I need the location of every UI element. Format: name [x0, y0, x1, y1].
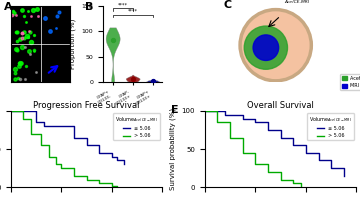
Text: Ace/CE-MRI: Ace/CE-MRI [285, 0, 310, 4]
Legend: ≤ 5.06, > 5.06: ≤ 5.06, > 5.06 [113, 113, 160, 140]
Text: C: C [224, 0, 232, 10]
Point [130, 77, 135, 81]
Title: Progression Free Survival: Progression Free Survival [33, 101, 140, 110]
Text: E: E [171, 105, 179, 115]
Text: B: B [85, 2, 94, 12]
Text: GFAPα/CD133/α-BTI/Hoechst: GFAPα/CD133/α-BTI/Hoechst [11, 0, 70, 1]
Point [150, 80, 156, 83]
Circle shape [253, 35, 279, 60]
Text: ****: **** [128, 9, 138, 14]
Legend: Acetate uptake Volume, MRI Contrast-enhancement Volume: Acetate uptake Volume, MRI Contrast-enha… [340, 74, 360, 90]
Text: ****: **** [118, 3, 128, 8]
Text: A: A [4, 2, 12, 12]
Ellipse shape [240, 10, 311, 81]
Y-axis label: Proportion (%): Proportion (%) [69, 19, 76, 69]
Circle shape [244, 26, 288, 69]
Title: Overall Survival: Overall Survival [247, 101, 314, 110]
Legend: ≤ 5.06, > 5.06: ≤ 5.06, > 5.06 [307, 113, 354, 140]
Point [110, 38, 116, 41]
Y-axis label: Survival probability (%): Survival probability (%) [170, 108, 176, 190]
